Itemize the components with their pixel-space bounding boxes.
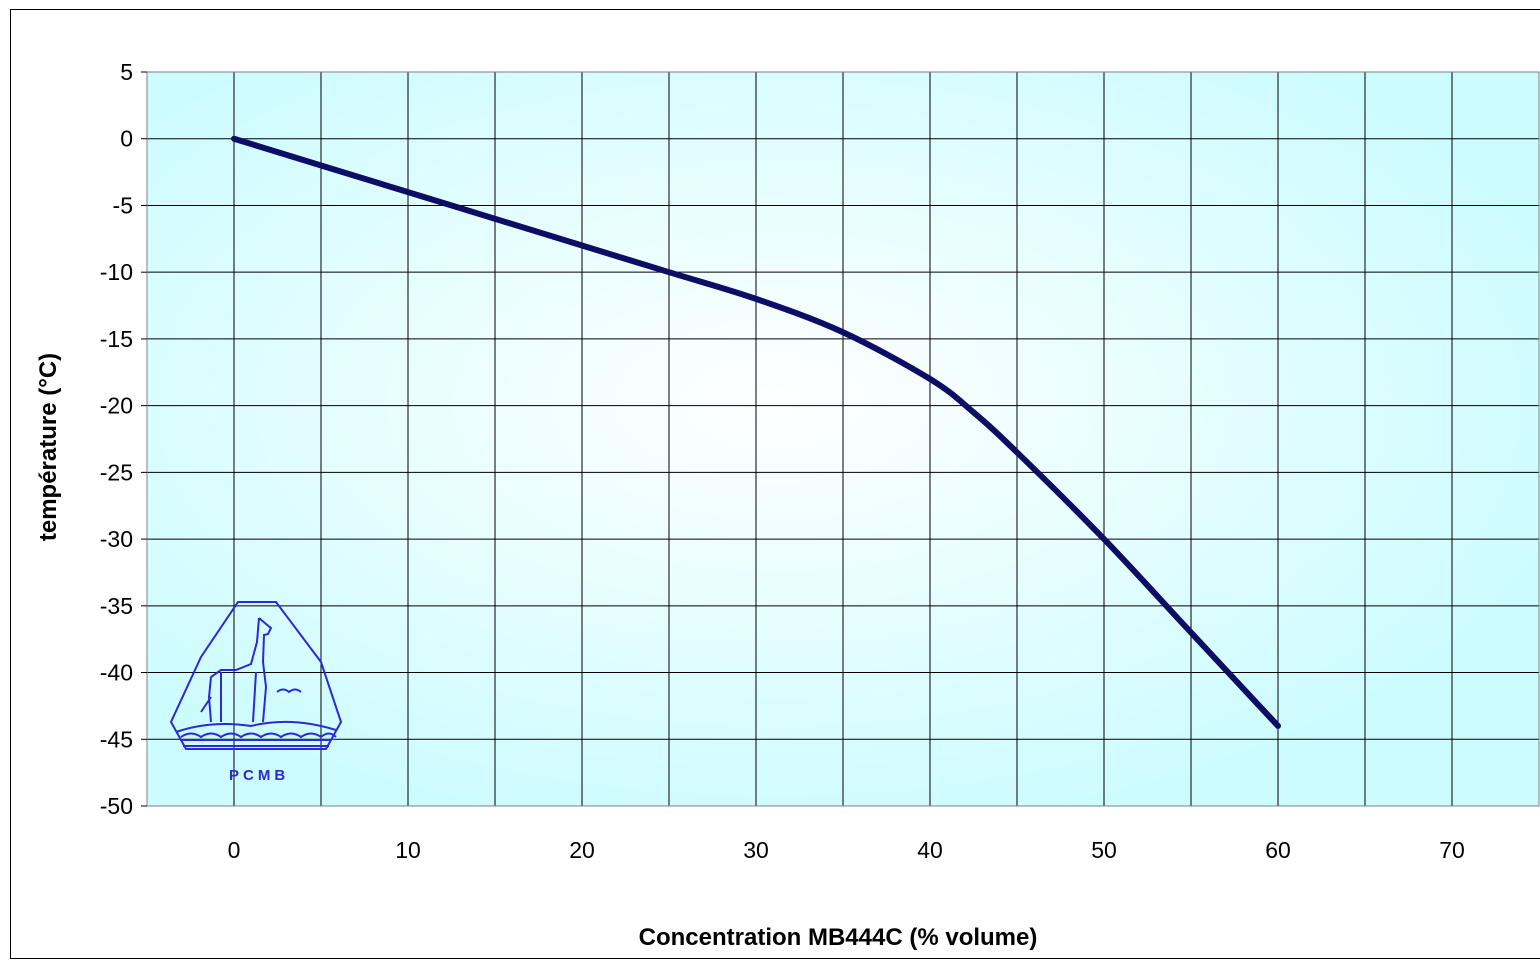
y-tick-label: -15: [100, 326, 133, 352]
x-tick-label: 30: [743, 837, 769, 863]
x-tick-label: 20: [569, 837, 595, 863]
y-tick-label: -25: [100, 459, 133, 485]
y-axis-ticks: 5 0 -5 -10 -15 -20 -25 -30 -35 -40 -45 -50: [100, 59, 147, 819]
y-tick-label: -40: [100, 660, 133, 686]
x-axis-title: Concentration MB444C (% volume): [639, 924, 1038, 951]
logo-text: PCMB: [229, 767, 289, 784]
x-tick-label: 10: [395, 837, 421, 863]
x-tick-label: 50: [1091, 837, 1117, 863]
x-tick-label: 60: [1265, 837, 1291, 863]
y-tick-label: -50: [100, 793, 133, 819]
logo-ground: [175, 720, 337, 747]
series-group: [231, 135, 1281, 729]
series-line: [231, 135, 1281, 729]
y-axis-title: température (°C): [35, 353, 62, 541]
y-tick-label: 0: [120, 126, 133, 152]
grid-lines: [146, 71, 1540, 807]
logo-llama: [200, 617, 273, 723]
y-tick-label: -45: [100, 726, 133, 752]
pcmb-logo: PCMB: [169, 601, 343, 784]
logo-outline: [169, 601, 343, 750]
x-tick-label: 0: [228, 837, 241, 863]
logo-waves: [180, 732, 337, 739]
line-chart: 50-5-10-15-20-25-30-35-40-45-50 0 10 20 30 4…: [35, 59, 1540, 951]
y-tick-label: -20: [100, 393, 133, 419]
x-tick-label: 70: [1439, 837, 1465, 863]
y-tick-label: -5: [113, 192, 133, 218]
x-tick-label: 40: [917, 837, 943, 863]
logo-bird: [276, 688, 302, 694]
plot-border: [146, 71, 1540, 807]
y-tick-label: -10: [100, 259, 133, 285]
y-tick-label: 5: [120, 59, 133, 85]
x-axis-ticks: 0 10 20 30 40 50 60 70: [228, 837, 1465, 863]
y-tick-label: -35: [100, 593, 133, 619]
y-tick-label: -30: [100, 526, 133, 552]
chart-frame: 5 0 -5 -10 -15 -20 -25 -30 -35 -40 -45 -50 0 10 20 30 4…: [10, 9, 1540, 959]
